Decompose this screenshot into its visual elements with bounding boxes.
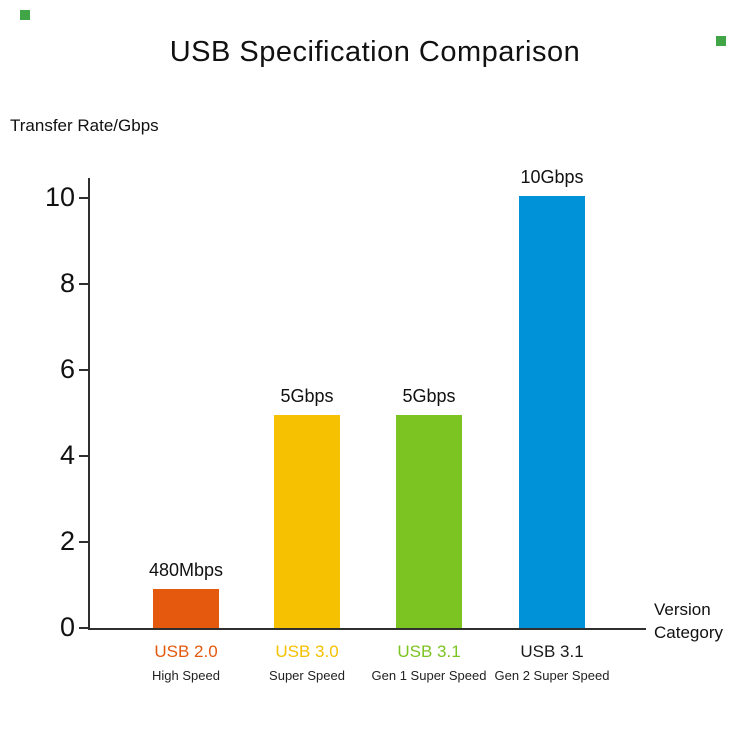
y-tick-label-8: 8 (59, 268, 75, 298)
y-tick-mark-6 (79, 369, 88, 371)
y-tick-label-10: 10 (44, 182, 75, 212)
y-tick-mark-8 (79, 283, 88, 285)
y-tick-label-0: 0 (59, 612, 75, 642)
x-axis-line (88, 628, 646, 630)
y-tick-mark-0 (79, 627, 88, 629)
green-corner-mark (20, 10, 30, 20)
category-label-usb-2-0-high-speed: USB 2.0 (154, 642, 218, 661)
category-sublabel-usb-2-0-high-speed: High Speed (152, 668, 220, 683)
category-sublabel-usb-3-1-gen-1-super-speed: Gen 1 Super Speed (371, 668, 487, 683)
value-label-usb-3-1-gen-1-super-speed: 5Gbps (402, 386, 456, 407)
y-tick-mark-4 (79, 455, 88, 457)
category-sublabel-usb-3-1-gen-2-super-speed: Gen 2 Super Speed (494, 668, 610, 683)
category-label-usb-3-1-gen-1-super-speed: USB 3.1 (397, 642, 461, 661)
category-label-usb-3-0-super-speed: USB 3.0 (275, 642, 339, 661)
y-tick-label-2: 2 (59, 526, 75, 556)
value-label-usb-3-1-gen-2-super-speed: 10Gbps (520, 166, 584, 187)
x-axis-label-line1: Version (654, 600, 711, 619)
bar-usb-3-1-gen-1-super-speed (396, 415, 462, 628)
category-label-usb-3-1-gen-2-super-speed: USB 3.1 (520, 642, 584, 661)
bar-usb-2-0-high-speed (153, 589, 219, 628)
y-axis-label: Transfer Rate/Gbps (10, 116, 159, 135)
bar-usb-3-1-gen-2-super-speed (519, 195, 585, 628)
x-axis-label: Version Category (654, 598, 723, 644)
y-tick-mark-2 (79, 541, 88, 543)
y-tick-mark-10 (79, 197, 88, 199)
value-label-usb-3-0-super-speed: 5Gbps (280, 386, 334, 407)
green-title-mark (716, 36, 726, 46)
y-tick-label-4: 4 (59, 440, 75, 470)
x-axis-label-line2: Category (654, 623, 723, 642)
chart-title: USB Specification Comparison (169, 36, 581, 68)
bar-usb-3-0-super-speed (274, 415, 340, 628)
category-sublabel-usb-3-0-super-speed: Super Speed (269, 668, 345, 683)
y-tick-label-6: 6 (59, 354, 75, 384)
y-axis-line (88, 178, 90, 630)
value-label-usb-2-0-high-speed: 480Mbps (148, 560, 224, 581)
